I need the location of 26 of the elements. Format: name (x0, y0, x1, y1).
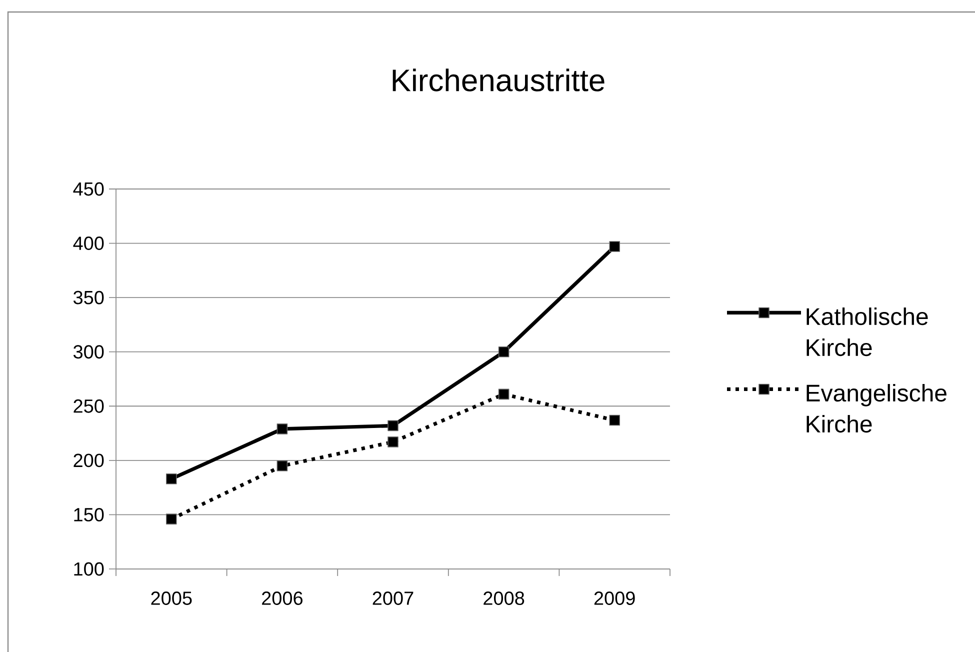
y-tick-label: 400 (73, 236, 104, 250)
x-tick-label: 2007 (372, 592, 414, 605)
legend-label: Evangelische Kirche (806, 384, 946, 433)
y-tick-label: 350 (73, 290, 104, 304)
y-tick-label: 250 (74, 399, 104, 413)
x-tick-label: 2005 (151, 592, 192, 605)
y-tick-label: 100 (74, 562, 104, 576)
legend-label: Katholische Kirche (806, 307, 928, 356)
x-tick-label: 2006 (262, 592, 302, 605)
point (388, 420, 398, 432)
x-tick-label: 2009 (594, 592, 635, 605)
point (498, 346, 510, 358)
x-tick-label: 2008 (484, 592, 524, 605)
point (276, 460, 288, 472)
point (388, 436, 398, 448)
y-tick-label: 450 (73, 182, 104, 196)
y-tick-label: 200 (74, 454, 104, 468)
point (166, 514, 177, 524)
point (498, 388, 510, 400)
y-tick-label: 150 (74, 508, 104, 522)
chart-title: Kirchenaustritte (392, 68, 604, 92)
y-tick-label: 300 (73, 345, 104, 359)
point (609, 241, 620, 252)
point (276, 424, 288, 434)
point (609, 414, 620, 426)
point (166, 473, 177, 484)
